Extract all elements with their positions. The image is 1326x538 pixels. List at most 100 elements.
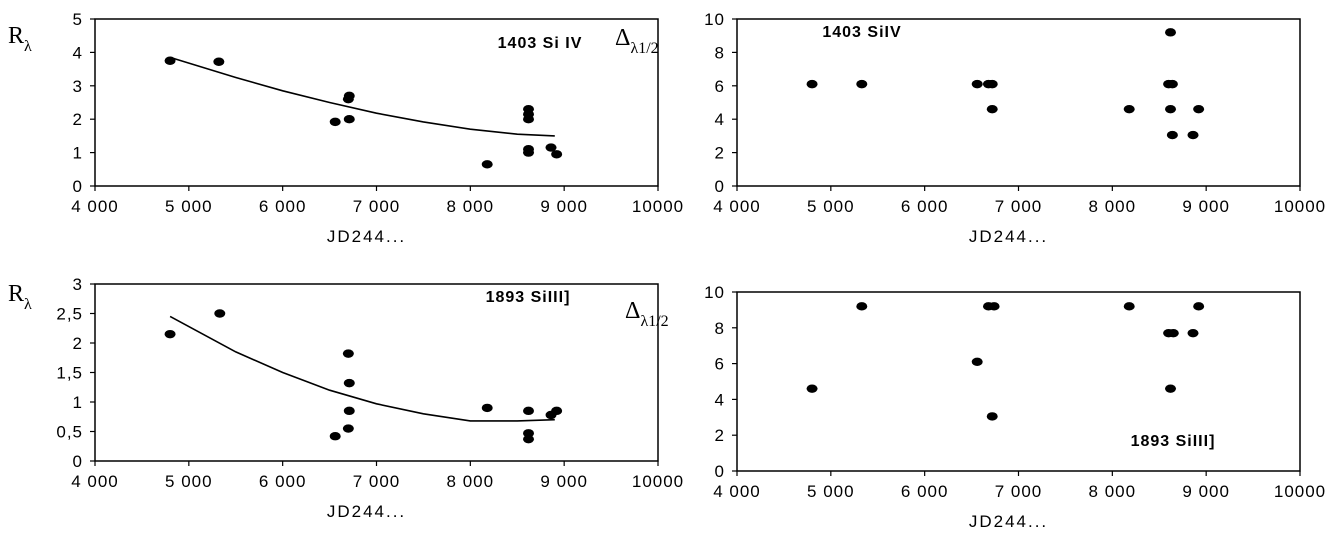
y-tick-label: 6	[715, 355, 725, 374]
y-axis-title: Rλ	[8, 23, 32, 55]
data-point	[523, 148, 535, 157]
x-tick-label: 10000	[1274, 482, 1326, 501]
data-point	[1193, 302, 1205, 311]
y-tick-label: 3	[73, 77, 83, 96]
data-point	[164, 329, 176, 339]
y-tick-label: 4	[715, 110, 725, 129]
panel-annotation: 1403 SiIV	[822, 24, 901, 41]
plot-frame	[736, 18, 1301, 187]
x-tick-label: 6 000	[901, 197, 949, 216]
data-point	[329, 117, 341, 127]
x-tick-label: 9 000	[1182, 482, 1230, 501]
data-point	[1187, 130, 1199, 140]
y-tick-label: 0	[73, 452, 83, 471]
data-point	[1165, 384, 1177, 393]
x-tick-label: 5 000	[807, 197, 855, 216]
chart-panel-4: 0 2 4 6 8 10 4 000 5 000 6 000 7 000 8 000 9 000 100…	[625, 283, 1326, 531]
x-tick-label: 4 000	[71, 472, 119, 491]
data-point	[343, 378, 355, 388]
data-point	[481, 160, 493, 169]
y-tick-label: 8	[715, 319, 725, 338]
y-tick-label: 0	[715, 462, 725, 481]
data-point	[986, 104, 998, 114]
y-tick-label: 1	[73, 393, 83, 412]
data-point	[1193, 104, 1205, 114]
data-point	[523, 434, 535, 444]
data-point	[1187, 328, 1199, 338]
data-point	[1166, 79, 1178, 89]
x-tick-label: 8 000	[1089, 482, 1137, 501]
data-point	[1165, 28, 1177, 37]
x-tick-label: 7 000	[995, 482, 1043, 501]
x-axis-title: JD244...	[969, 512, 1048, 531]
x-axis-title: JD244...	[327, 227, 406, 246]
y-tick-label: 2	[73, 110, 83, 129]
y-axis-title: Δλ1/2	[625, 298, 669, 330]
x-tick-label: 5 000	[165, 472, 213, 491]
data-point	[523, 115, 535, 124]
data-point	[856, 302, 868, 311]
x-tick-label: 7 000	[353, 197, 401, 216]
y-tick-label: 6	[715, 77, 725, 96]
data-point	[1123, 104, 1135, 114]
x-tick-label: 6 000	[901, 482, 949, 501]
chart-panel-1: 0 1 2 3 4 5 4 000 5 000 6 000 7 000 8 000 9 000 1000…	[8, 10, 684, 246]
x-tick-label: 7 000	[353, 472, 401, 491]
x-tick-label: 7 000	[995, 197, 1043, 216]
x-tick-label: 9 000	[540, 197, 588, 216]
data-point	[343, 91, 355, 101]
data-point	[213, 57, 225, 66]
y-tick-label: 5	[73, 10, 83, 29]
y-tick-label: 10	[704, 283, 725, 302]
data-point	[545, 143, 557, 152]
data-point	[986, 412, 998, 421]
x-axis-title: JD244...	[327, 502, 406, 521]
y-tick-label: 0	[715, 177, 725, 196]
x-axis-title: JD244...	[969, 227, 1048, 246]
data-point	[551, 150, 563, 159]
y-tick-label: 4	[73, 43, 83, 62]
y-tick-label: 2,5	[56, 305, 83, 324]
data-point	[164, 56, 176, 65]
y-tick-label: 2	[715, 144, 725, 163]
plot-frame	[94, 283, 659, 462]
x-tick-label: 4 000	[71, 197, 119, 216]
y-tick-label: 2	[715, 426, 725, 445]
data-point	[342, 424, 354, 433]
data-point	[343, 406, 355, 416]
x-tick-label: 8 000	[1089, 197, 1137, 216]
data-point	[1123, 302, 1135, 311]
data-point	[1165, 104, 1177, 114]
data-point	[342, 349, 354, 358]
y-tick-label: 3	[73, 275, 83, 294]
trend-line	[169, 315, 555, 422]
x-tick-label: 5 000	[165, 197, 213, 216]
chart-panel-2: 0 2 4 6 8 10 4 000 5 000 6 000 7 000 8 000 9 000 100…	[615, 10, 1325, 246]
data-point	[214, 309, 226, 318]
data-point	[988, 302, 1000, 311]
panel-annotation: 1893 SiIII]	[1131, 433, 1216, 450]
x-tick-label: 9 000	[540, 472, 588, 491]
data-point	[481, 403, 493, 413]
data-point	[551, 406, 563, 416]
panel-annotation: 1893 SiIII]	[486, 289, 571, 306]
data-point	[1166, 130, 1178, 140]
x-tick-label: 8 000	[447, 472, 495, 491]
x-tick-label: 10000	[632, 197, 684, 216]
data-point	[856, 79, 868, 89]
data-point	[971, 357, 983, 367]
y-tick-label: 8	[715, 43, 725, 62]
x-tick-label: 8 000	[447, 197, 495, 216]
data-point	[343, 115, 355, 124]
plot-frame	[736, 291, 1301, 472]
y-tick-label: 1,5	[56, 364, 83, 383]
x-tick-label: 5 000	[807, 482, 855, 501]
y-tick-label: 0	[73, 177, 83, 196]
y-axis-title: Δλ1/2	[615, 25, 659, 57]
y-tick-label: 2	[73, 334, 83, 353]
data-point	[971, 79, 983, 89]
x-tick-label: 6 000	[259, 197, 307, 216]
data-point	[523, 406, 535, 416]
data-point	[986, 79, 998, 89]
